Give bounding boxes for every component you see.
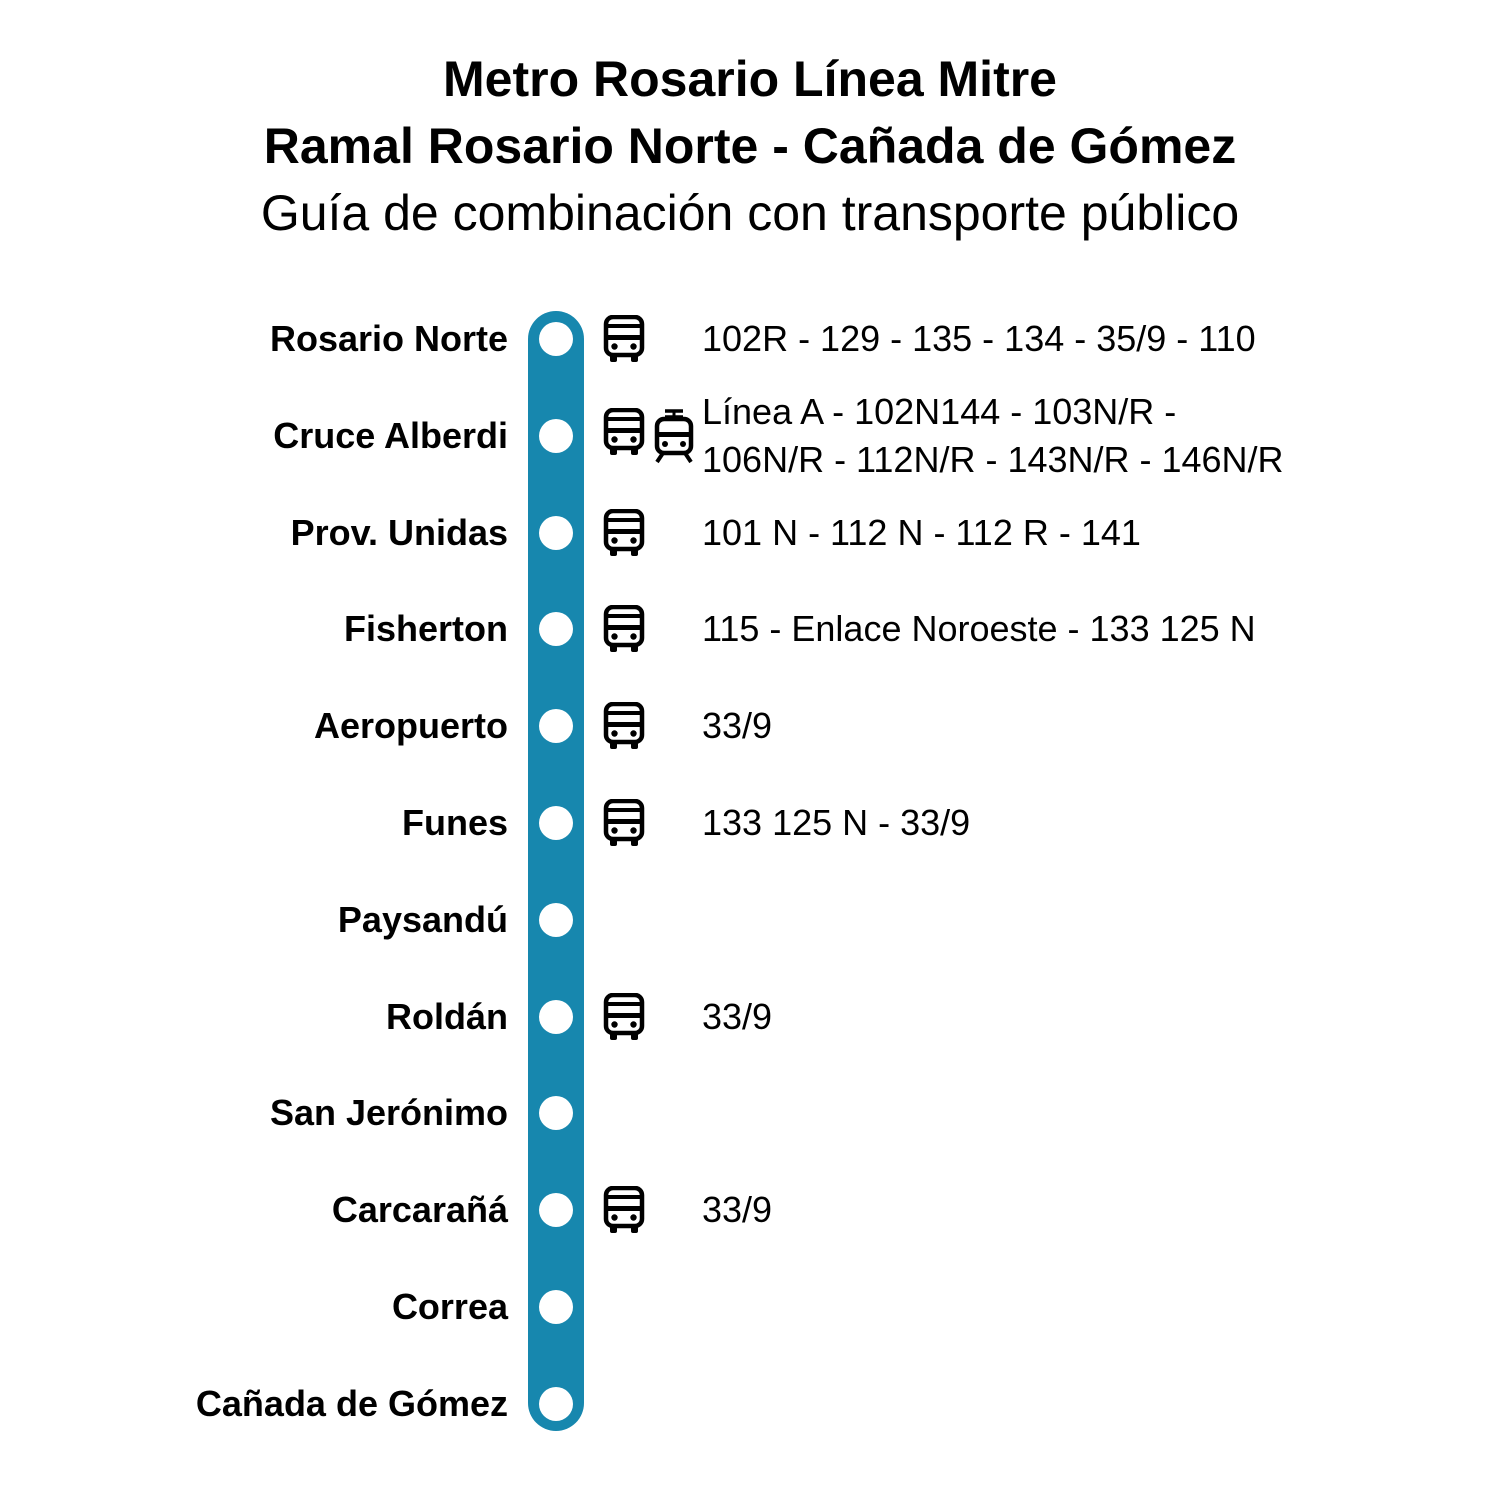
station-name: Rosario Norte	[269, 318, 508, 359]
station-row: Roldán 33/9	[0, 969, 1500, 1065]
station-name: Funes	[401, 802, 508, 843]
bus-icon	[603, 702, 645, 750]
page-title: Metro Rosario Línea Mitre	[443, 51, 1057, 107]
station-dot	[539, 806, 573, 840]
station-name: Aeropuerto	[313, 705, 508, 747]
tram-icon	[653, 408, 695, 464]
station-name: San Jerónimo	[269, 1092, 508, 1134]
bus-icon	[603, 315, 645, 363]
station-row: Rosario Norte 102R - 129 - 135 - 134 - 35…	[0, 291, 1500, 387]
station-dot	[539, 418, 573, 453]
page-subtitle: Guía de combinación con transporte públi…	[260, 185, 1240, 241]
bus-icon	[603, 992, 645, 1041]
station-row: Correa	[0, 1259, 1500, 1355]
station-dot	[539, 1193, 573, 1228]
station-name: Prov. Unidas	[290, 511, 508, 553]
station-row: Funes 133 125 N - 33/9	[0, 775, 1500, 871]
connection-line: 33/9	[702, 705, 773, 747]
transfer-icons	[603, 315, 645, 363]
station-row: Paysandú	[0, 872, 1500, 968]
station-dot	[539, 1290, 573, 1324]
branch-title: Ramal Rosario Norte - Cañada de Gómez	[263, 118, 1237, 174]
connection-line: 33/9	[702, 995, 773, 1037]
bus-icon	[603, 508, 645, 557]
station-name: Carcarañá	[331, 1189, 508, 1231]
connections-text: 33/9	[702, 702, 772, 750]
connections-text: 115 - Enlace Noroeste - 133 125 N	[702, 605, 1256, 653]
station-name: Correa	[391, 1286, 508, 1327]
bus-icon	[603, 605, 645, 653]
station-row: Cañada de Gómez	[0, 1356, 1500, 1452]
station-name: Paysandú	[337, 898, 508, 940]
connection-line: 106N/R - 112N/R - 143N/R - 146N/R	[702, 438, 1284, 480]
transfer-icons	[603, 605, 645, 653]
station-dot	[539, 612, 573, 647]
station-row: Cruce Alberdi Línea A - 102N144 - 103N/R …	[0, 388, 1500, 484]
station-name: Cañada de Gómez	[195, 1382, 508, 1424]
station-dot	[539, 322, 573, 356]
station-dot	[539, 1386, 573, 1421]
station-row: Carcarañá 33/9	[0, 1162, 1500, 1258]
connection-line: 33/9	[702, 1189, 773, 1231]
connections-text: 33/9	[702, 1186, 772, 1234]
bus-icon	[603, 1186, 645, 1234]
transfer-icons	[603, 1186, 645, 1234]
transfer-icons	[603, 508, 645, 557]
station-row: San Jerónimo	[0, 1065, 1500, 1161]
station-dot	[539, 1096, 573, 1131]
metro-line-bar	[528, 311, 584, 1431]
connections-text: 133 125 N - 33/9	[702, 799, 970, 847]
connections-text: Línea A - 102N144 - 103N/R - 106N/R - 112…	[702, 388, 1284, 484]
station-dot	[539, 709, 573, 744]
connections-text: 33/9	[702, 993, 772, 1041]
transfer-icons	[603, 702, 645, 750]
station-row: Aeropuerto 33/9	[0, 678, 1500, 774]
connection-line: Línea A - 102N144 - 103N/R -	[702, 390, 1177, 432]
station-row: Prov. Unidas 101 N - 112 N - 112 R - 141	[0, 485, 1500, 581]
station-name: Fisherton	[343, 608, 508, 650]
station-row: Fisherton 115 - Enlace Noroeste - 133 125…	[0, 581, 1500, 677]
bus-icon	[603, 799, 645, 847]
station-dot	[539, 902, 573, 937]
station-dot	[539, 999, 573, 1034]
connection-line: 101 N - 112 N - 112 R - 141	[702, 511, 1141, 553]
connection-line: 115 - Enlace Noroeste - 133 125 N	[702, 608, 1256, 650]
transfer-icons	[603, 407, 695, 464]
connections-text: 101 N - 112 N - 112 R - 141	[702, 509, 1141, 557]
transfer-icons	[603, 992, 645, 1041]
connection-line: 133 125 N - 33/9	[702, 802, 971, 843]
bus-icon	[603, 407, 645, 464]
transfer-icons	[603, 799, 645, 847]
station-name: Roldán	[386, 995, 508, 1037]
station-dot	[539, 515, 573, 550]
connection-line: 102R - 129 - 135 - 134 - 35/9 - 110	[702, 318, 1256, 359]
connections-text: 102R - 129 - 135 - 134 - 35/9 - 110	[702, 315, 1256, 363]
station-name: Cruce Alberdi	[273, 414, 508, 456]
